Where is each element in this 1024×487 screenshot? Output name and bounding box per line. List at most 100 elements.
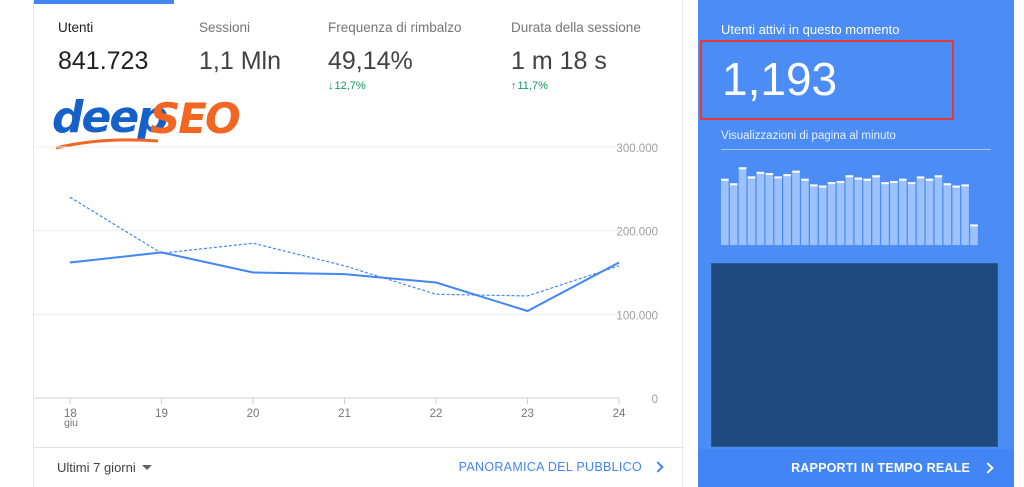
pageview-bar (881, 182, 889, 245)
metric-value: 1,1 Mln (199, 47, 281, 75)
audience-overview-link[interactable]: PANORAMICA DEL PUBBLICO (458, 460, 664, 474)
series-line-current (69, 251, 620, 313)
metric-delta-value: 11,7% (517, 80, 548, 92)
pageview-bar (934, 175, 943, 245)
pageview-bar (818, 185, 827, 245)
x-tick-label: 22 (430, 408, 443, 420)
pageview-bar (863, 178, 871, 245)
realtime-reports-link[interactable]: RAPPORTI IN TEMPO REALE (791, 461, 994, 475)
metric-label: Durata della sessione (511, 20, 641, 35)
x-tick-label: 20 (247, 408, 260, 420)
y-tick-label: 0 (652, 394, 658, 406)
metric-label: Utenti (58, 20, 94, 35)
metric-sessions[interactable]: Sessioni 1,1 Mln (199, 20, 281, 76)
pageview-bar-cap (774, 176, 782, 179)
metric-value: 841.723 (58, 47, 149, 75)
pageview-bar (836, 181, 845, 245)
pageview-bar (961, 184, 969, 245)
pageview-bar-cap (863, 178, 871, 181)
metric-value: 1 m 18 s (511, 47, 607, 75)
pageview-bar (943, 183, 952, 245)
pageview-bar (810, 184, 818, 245)
metric-label: Frequenza di rimbalzo (328, 20, 462, 35)
pageview-bar (774, 176, 782, 245)
pageview-bar (907, 182, 916, 245)
pageview-bar-cap (792, 170, 800, 173)
arrow-down-icon: ↓ (328, 80, 334, 92)
pageview-bar (890, 181, 898, 245)
pageview-bar-cap (961, 184, 969, 187)
pageview-bar-cap (970, 224, 978, 227)
pageview-bar (792, 170, 800, 245)
pageview-bar-cap (738, 167, 747, 170)
pageviews-subtitle: Visualizzazioni di pagina al minuto (721, 130, 896, 142)
realtime-map (711, 263, 998, 447)
pageview-bar-cap (845, 175, 854, 178)
x-tick-label: 23 (521, 408, 534, 420)
pageview-bar (952, 185, 960, 245)
users-line-chart: 300.000 200.000 100.000 0 18 19 20 21 22 23 24 giu (34, 143, 658, 429)
pageview-bar-cap (881, 182, 889, 185)
pageview-bar (925, 178, 934, 245)
pageview-bar-cap (756, 171, 765, 174)
pageview-bar (729, 183, 738, 245)
pageviews-bar-chart (721, 167, 978, 245)
pageview-bar (845, 175, 854, 245)
pageview-bar-cap (890, 181, 898, 183)
arrow-up-icon: ↑ (511, 80, 517, 92)
pageview-bar (738, 167, 747, 245)
chevron-right-icon (982, 462, 994, 474)
pageview-bar-cap (872, 175, 880, 178)
x-tick-label: 19 (155, 408, 168, 420)
pageview-bar-cap (801, 178, 809, 181)
metric-delta-value: 12,7% (334, 80, 366, 92)
active-users-count: 1,193 (722, 53, 838, 105)
pageview-bar (872, 175, 880, 245)
pageview-bar-cap (765, 173, 774, 175)
date-range-dropdown[interactable]: Ultimi 7 giorni (57, 460, 152, 475)
y-tick-label: 200.000 (616, 227, 658, 239)
card-footer: Ultimi 7 giorni PANORAMICA DEL PUBBLICO (34, 447, 684, 487)
pageview-bar-cap (810, 184, 818, 187)
realtime-card: Utenti attivi in questo momento 1,193 Vi… (698, 0, 1014, 487)
pageview-bar-cap (836, 181, 845, 183)
series-line-previous (69, 196, 620, 297)
realtime-reports-label: RAPPORTI IN TEMPO REALE (791, 461, 970, 475)
deepseo-logo: deep SEO (52, 92, 252, 154)
pageview-bar-cap (818, 185, 827, 188)
caret-down-icon (141, 465, 152, 470)
pageview-bar-cap (916, 176, 925, 179)
x-tick-label: 18 (64, 408, 77, 420)
y-tick-label: 300.000 (616, 143, 658, 155)
metric-delta: ↑11,7% (511, 80, 641, 92)
audience-overview-label: PANORAMICA DEL PUBBLICO (458, 460, 642, 474)
y-tick-label: 100.000 (616, 310, 658, 322)
pageview-bar (721, 178, 729, 245)
metric-users[interactable]: Utenti 841.723 (58, 20, 148, 76)
pageview-bar (783, 174, 791, 245)
pageview-bar-cap (827, 182, 836, 185)
metric-session-duration[interactable]: Durata della sessione 1 m 18 s ↑11,7% (511, 20, 641, 92)
pageview-bar (801, 178, 809, 245)
active-metric-indicator (34, 0, 174, 4)
highlight-box (700, 40, 954, 120)
pageview-bar (756, 171, 765, 245)
logo-text-seo: SEO (150, 94, 241, 143)
pageview-bar-cap (721, 178, 729, 181)
metric-delta: ↓12,7% (328, 80, 462, 92)
chevron-right-icon (652, 461, 664, 473)
pageview-bar-cap (729, 183, 738, 186)
pageview-bar-cap (925, 178, 934, 181)
pageview-bar-cap (907, 182, 916, 185)
date-range-label: Ultimi 7 giorni (57, 460, 136, 475)
logo-text-deep: deep (52, 92, 169, 143)
overview-card: Utenti 841.723 Sessioni 1,1 Mln Frequenz… (33, 0, 684, 487)
pageview-bar-cap (934, 175, 943, 178)
pageview-bar-cap (899, 178, 907, 181)
pageview-bar (827, 182, 836, 245)
pageview-bar-cap (783, 174, 791, 177)
metric-bounce-rate[interactable]: Frequenza di rimbalzo 49,14% ↓12,7% (328, 20, 462, 92)
x-tick-label: 24 (613, 408, 626, 420)
pageview-bar-cap (952, 185, 960, 188)
pageview-bar-cap (943, 183, 952, 186)
